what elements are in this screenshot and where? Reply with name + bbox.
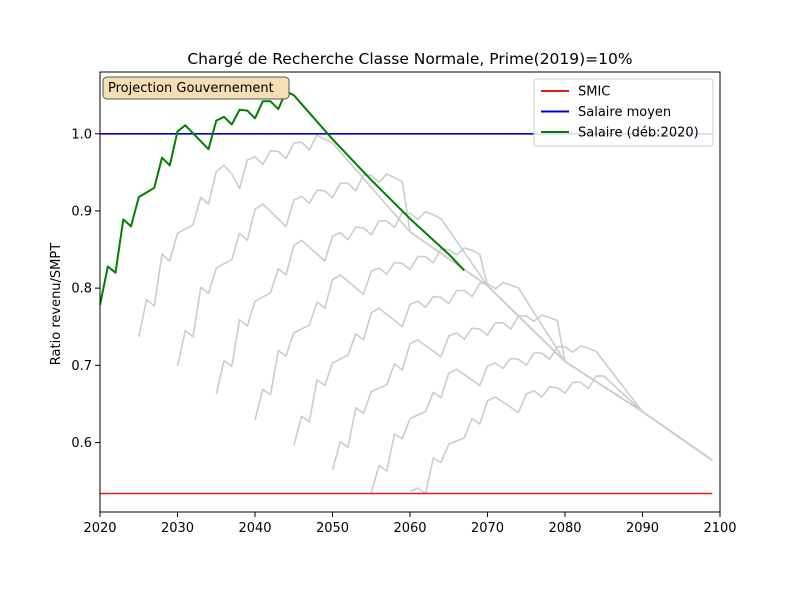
- y-axis-label: Ratio revenu/SMPT: [49, 243, 64, 365]
- annotation-background: [102, 76, 290, 100]
- y-tick-label: 0.9: [71, 204, 92, 219]
- y-tick-label: 0.6: [71, 436, 92, 451]
- cohort-line-7: [370, 345, 713, 493]
- x-tick-label: 2100: [703, 521, 736, 536]
- cohort-line-6: [331, 314, 713, 470]
- salaire-line: [100, 90, 466, 306]
- x-tick-label: 2080: [548, 521, 581, 536]
- y-tick-label: 1.0: [71, 127, 92, 142]
- x-tick-label: 2030: [161, 521, 194, 536]
- x-tick-label: 2070: [471, 521, 504, 536]
- x-tick-label: 2020: [83, 521, 116, 536]
- plot-frame: [99, 71, 721, 513]
- x-tick-label: 2090: [626, 521, 659, 536]
- y-axis: 0.6 0.7 0.8 0.9 1.0: [71, 127, 100, 451]
- y-tick-label: 0.7: [71, 359, 92, 374]
- cohort-line-8: [409, 375, 713, 495]
- x-tick-label: 2060: [393, 521, 426, 536]
- legend-label: Salaire moyen: [578, 105, 671, 120]
- legend-label: Salaire (déb:2020): [578, 126, 699, 141]
- legend: SMIC Salaire moyen Salaire (déb:2020): [533, 78, 714, 147]
- cohort-line-3: [215, 210, 713, 461]
- annotation-box: Projection Gouvernement: [102, 76, 290, 100]
- x-tick-label: 2040: [238, 521, 271, 536]
- x-tick-label: 2050: [316, 521, 349, 536]
- chart-title: Chargé de Recherche Classe Normale, Prim…: [187, 50, 632, 68]
- cohort-line-2: [176, 173, 713, 461]
- cohort-line-4: [254, 247, 713, 461]
- legend-label: SMIC: [578, 85, 610, 100]
- annotation-text: Projection Gouvernement: [108, 81, 274, 96]
- x-axis: 2020 2030 2040 2050 2060 2070 2080 2090 2100: [83, 512, 737, 536]
- cohort-line-1: [138, 134, 713, 461]
- y-tick-label: 0.8: [71, 282, 92, 297]
- legend-frame: [533, 78, 714, 147]
- cohort-line-5: [293, 281, 713, 461]
